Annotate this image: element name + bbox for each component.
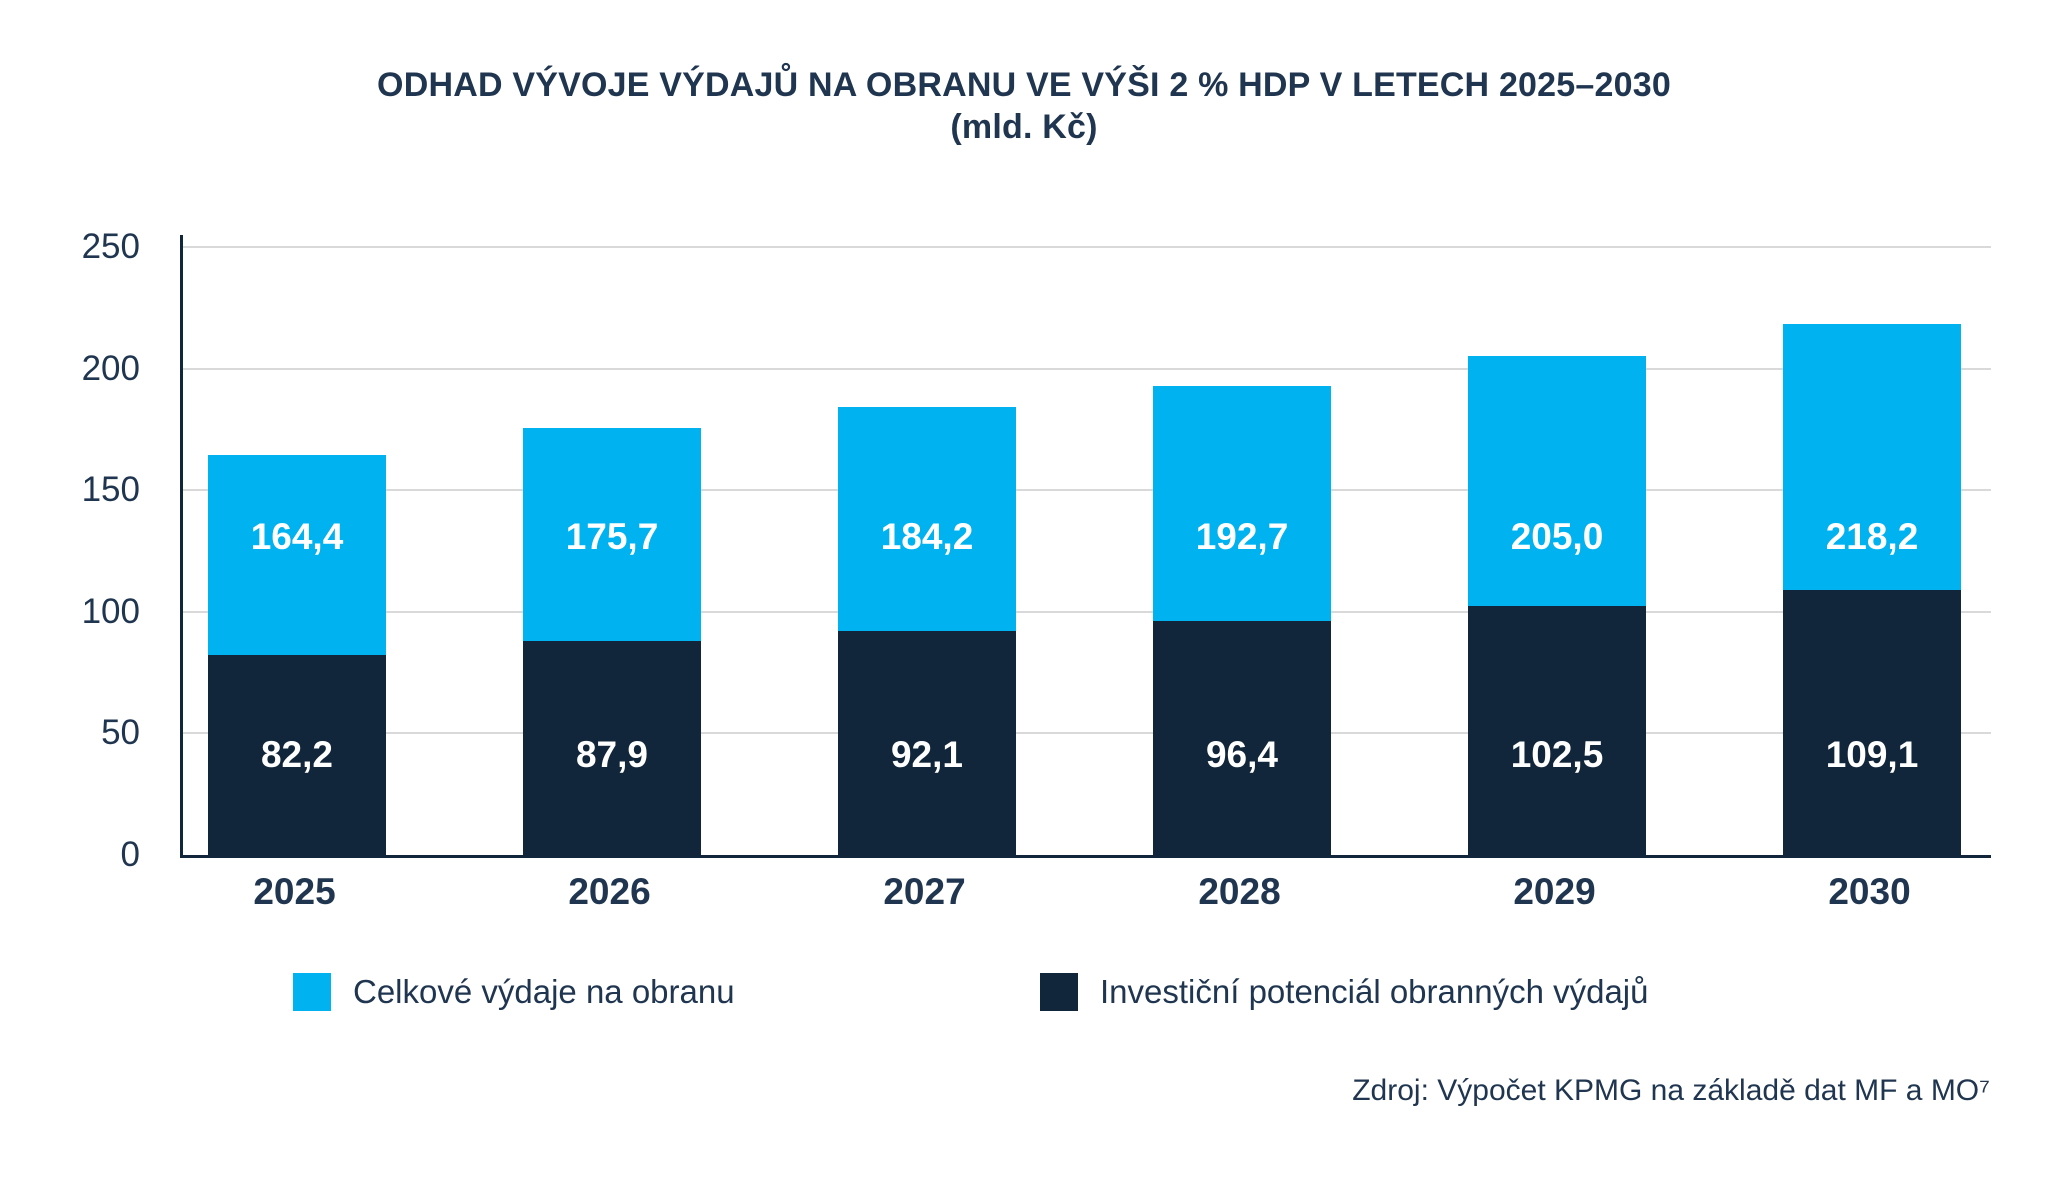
bar-segment-investment-2029: [1468, 605, 1646, 855]
bar-group-2028: 192,7 96,4: [1153, 386, 1331, 855]
legend-label-investment: Investiční potenciál obranných výdajů: [1100, 973, 1649, 1010]
bar-label-total-2029: 205,0: [1510, 516, 1604, 557]
bar-group-2030: 218,2 109,1: [1783, 324, 1961, 855]
chart-subtitle: (mld. Kč): [950, 108, 1098, 146]
y-tick-label-100: 100: [81, 591, 140, 631]
x-axis-label-2026: 2026: [568, 871, 651, 912]
bar-label-investment-2028: 96,4: [1205, 734, 1278, 775]
bar-label-total-2027: 184,2: [880, 516, 974, 557]
bar-group-2027: 184,2 92,1: [838, 407, 1016, 855]
x-axis-label-2025: 2025: [253, 871, 336, 912]
gridline-200: [183, 367, 1991, 370]
gridline-100: [183, 610, 1991, 613]
legend-label-total: Celkové výdaje na obranu: [353, 973, 735, 1010]
source-note: Zdroj: Výpočet KPMG na základě dat MF a …: [1352, 1074, 1990, 1107]
bar-group-2025: 164,4 82,2: [208, 455, 386, 855]
bar-segment-investment-2026: [523, 641, 701, 855]
legend-swatch-investment: [1040, 973, 1078, 1011]
gridline-250: [183, 246, 1991, 248]
bar-label-investment-2025: 82,2: [260, 734, 333, 775]
y-tick-label-50: 50: [101, 713, 140, 753]
bar-segment-investment-2025: [208, 655, 386, 855]
gridline-50: [183, 732, 1991, 735]
bar-label-investment-2029: 102,5: [1510, 734, 1604, 775]
bar-group-2026: 175,7 87,9: [523, 427, 701, 855]
plot-area: 164,4 82,2 175,7 87,9 184,2 92,1 192,7 96,4 205,…: [180, 235, 1991, 858]
y-tick-label-0: 0: [120, 835, 140, 874]
bar-label-total-2030: 218,2: [1825, 516, 1919, 557]
bar-segment-investment-2028: [1153, 620, 1331, 855]
legend-item-investment: Investiční potenciál obranných výdajů: [1040, 973, 1649, 1011]
legend-item-total: Celkové výdaje na obranu: [293, 973, 735, 1011]
bar-label-total-2028: 192,7: [1195, 516, 1289, 557]
bar-group-2029: 205,0 102,5: [1468, 356, 1646, 855]
bar-label-total-2025: 164,4: [250, 516, 344, 557]
bar-segment-investment-2030: [1783, 589, 1961, 855]
chart-title: ODHAD VÝVOJE VÝDAJŮ NA OBRANU VE VÝŠI 2 …: [377, 66, 1671, 104]
gridline-150: [183, 489, 1991, 492]
chart-title-block: ODHAD VÝVOJE VÝDAJŮ NA OBRANU VE VÝŠI 2 …: [0, 64, 2048, 148]
x-axis-label-2030: 2030: [1828, 871, 1911, 912]
x-axis-label-2027: 2027: [883, 871, 966, 912]
legend-swatch-total: [293, 973, 331, 1011]
bar-label-investment-2030: 109,1: [1825, 734, 1919, 775]
bar-label-investment-2026: 87,9: [575, 734, 648, 775]
x-axis-label-2028: 2028: [1198, 871, 1281, 912]
bar-segment-investment-2027: [838, 631, 1016, 855]
y-tick-label-250: 250: [81, 227, 140, 266]
y-tick-label-200: 200: [81, 348, 140, 388]
y-tick-label-150: 150: [81, 470, 140, 510]
x-axis-label-2029: 2029: [1513, 871, 1596, 912]
bar-label-investment-2027: 92,1: [890, 734, 963, 775]
bar-label-total-2026: 175,7: [565, 516, 659, 557]
